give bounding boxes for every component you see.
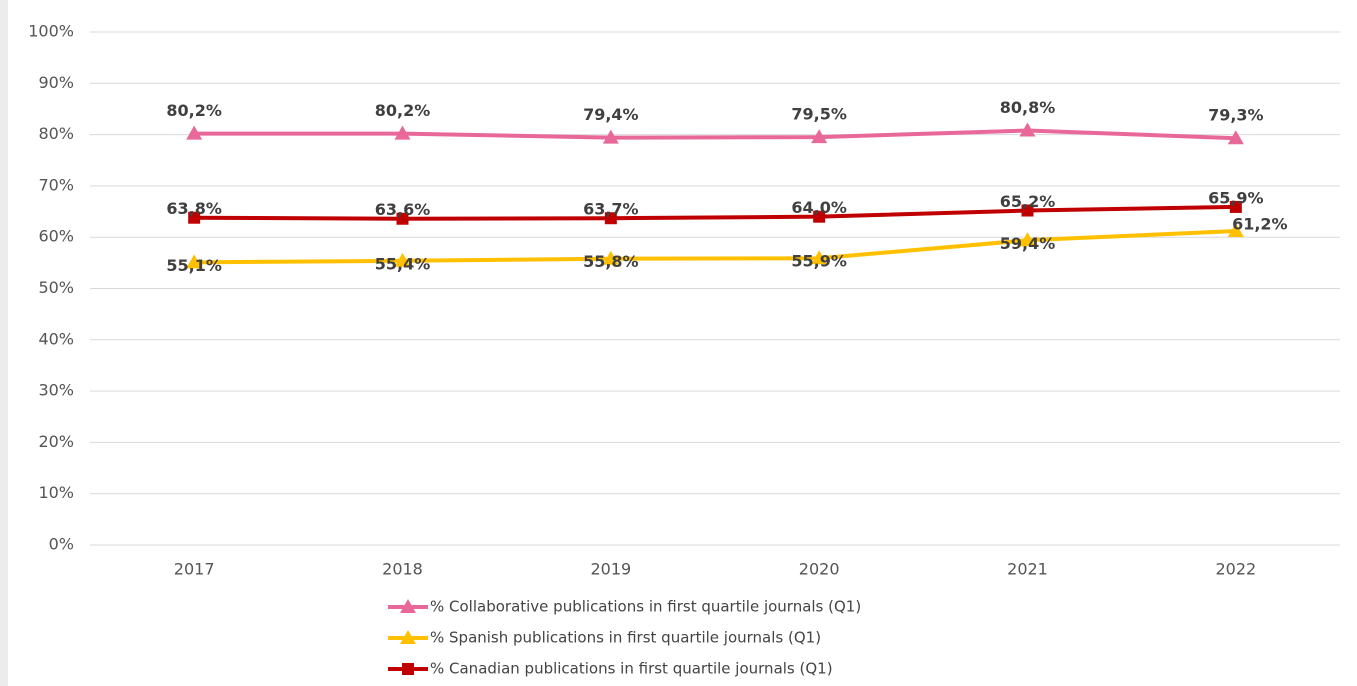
data-label: 79,3% bbox=[1208, 106, 1264, 125]
legend-marker bbox=[402, 663, 414, 675]
x-tick-label: 2017 bbox=[174, 560, 215, 579]
data-label: 63,8% bbox=[166, 199, 222, 218]
x-tick-label: 2022 bbox=[1215, 560, 1256, 579]
x-tick-label: 2020 bbox=[799, 560, 840, 579]
y-tick-label: 0% bbox=[49, 535, 74, 554]
y-tick-label: 70% bbox=[38, 175, 74, 194]
marker bbox=[811, 129, 828, 144]
data-label: 63,7% bbox=[583, 200, 639, 219]
y-tick-label: 20% bbox=[38, 432, 74, 451]
legend-label: % Collaborative publications in first qu… bbox=[430, 598, 861, 616]
data-label: 80,2% bbox=[375, 101, 431, 120]
x-tick-label: 2018 bbox=[382, 560, 423, 579]
data-label: 55,8% bbox=[583, 252, 639, 271]
y-tick-label: 10% bbox=[38, 483, 74, 502]
chart-background bbox=[8, 0, 1357, 686]
data-label: 61,2% bbox=[1232, 215, 1288, 234]
series-line bbox=[194, 229, 1236, 265]
data-label: 64,0% bbox=[791, 198, 847, 217]
marker bbox=[811, 250, 828, 265]
y-tick-label: 30% bbox=[38, 381, 74, 400]
legend-label: % Spanish publications in first quartile… bbox=[430, 629, 821, 647]
marker bbox=[186, 254, 203, 269]
legend-label: % Canadian publications in first quartil… bbox=[430, 660, 833, 678]
marker bbox=[602, 129, 619, 144]
marker bbox=[394, 252, 411, 267]
data-label: 65,9% bbox=[1208, 188, 1264, 207]
marker bbox=[396, 212, 409, 225]
y-tick-label: 40% bbox=[38, 329, 74, 348]
data-label: 55,1% bbox=[166, 256, 222, 275]
series-line bbox=[194, 204, 1236, 221]
data-label: 55,4% bbox=[375, 254, 431, 273]
data-label: 59,4% bbox=[1000, 234, 1056, 253]
legend-marker bbox=[400, 599, 416, 613]
marker bbox=[394, 125, 411, 140]
marker bbox=[813, 210, 826, 223]
marker bbox=[1019, 122, 1036, 137]
legend-marker bbox=[400, 630, 416, 644]
data-label: 55,9% bbox=[791, 252, 847, 271]
marker bbox=[188, 211, 201, 224]
y-tick-label: 80% bbox=[38, 124, 74, 143]
marker bbox=[1021, 204, 1034, 217]
y-tick-label: 100% bbox=[28, 22, 74, 41]
marker bbox=[186, 125, 203, 140]
marker bbox=[1019, 232, 1036, 247]
y-tick-label: 90% bbox=[38, 73, 74, 92]
data-label: 63,6% bbox=[375, 200, 431, 219]
y-tick-label: 60% bbox=[38, 227, 74, 246]
series-line bbox=[194, 128, 1236, 141]
marker bbox=[1227, 130, 1244, 145]
marker bbox=[1227, 223, 1244, 238]
y-tick-label: 50% bbox=[38, 278, 74, 297]
data-label: 79,4% bbox=[583, 105, 639, 124]
x-tick-label: 2021 bbox=[1007, 560, 1048, 579]
data-label: 80,8% bbox=[1000, 98, 1056, 117]
marker bbox=[1229, 200, 1242, 213]
marker bbox=[604, 212, 617, 225]
data-label: 65,2% bbox=[1000, 192, 1056, 211]
data-label: 80,2% bbox=[166, 101, 222, 120]
x-tick-label: 2019 bbox=[590, 560, 631, 579]
marker bbox=[602, 250, 619, 265]
data-label: 79,5% bbox=[791, 105, 847, 124]
